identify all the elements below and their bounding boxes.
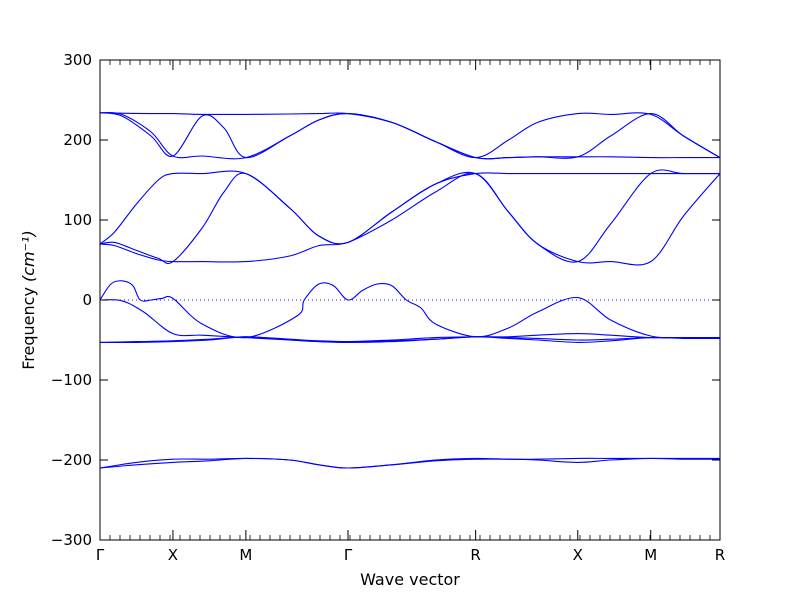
y-tick-label: −300	[51, 531, 92, 549]
y-tick-label: −200	[51, 451, 92, 469]
y-tick-label: −100	[51, 371, 92, 389]
x-tick-label: X	[168, 546, 178, 564]
x-tick-label: R	[470, 546, 480, 564]
y-axis-unit: (cm⁻¹)	[19, 230, 38, 282]
y-tick-label: 200	[63, 131, 92, 149]
band-line-1	[99, 112, 721, 159]
x-tick-label: M	[239, 546, 252, 564]
y-axis-label-text: Frequency	[19, 282, 38, 370]
series-group	[99, 111, 721, 469]
y-axis-label: Frequency (cm⁻¹)	[19, 230, 38, 369]
band-line-5	[99, 169, 720, 265]
x-tick-label: R	[715, 546, 725, 564]
band-line-12	[99, 457, 721, 469]
band-line-4	[99, 170, 720, 245]
y-tick-label: 100	[63, 211, 92, 229]
y-tick-label: 300	[63, 51, 92, 69]
band-line-6	[99, 172, 721, 266]
band-line-7	[99, 280, 721, 339]
y-tick-label: 0	[82, 291, 92, 309]
x-tick-label: X	[573, 546, 583, 564]
x-tick-label: Γ	[96, 546, 105, 564]
x-tick-label: Γ	[344, 546, 353, 564]
band-line-3	[99, 112, 721, 160]
band-line-2	[99, 111, 720, 160]
x-tick-label: M	[644, 546, 657, 564]
x-axis-label: Wave vector	[360, 570, 460, 589]
band-line-10	[99, 336, 721, 344]
band-line-8	[99, 299, 720, 343]
